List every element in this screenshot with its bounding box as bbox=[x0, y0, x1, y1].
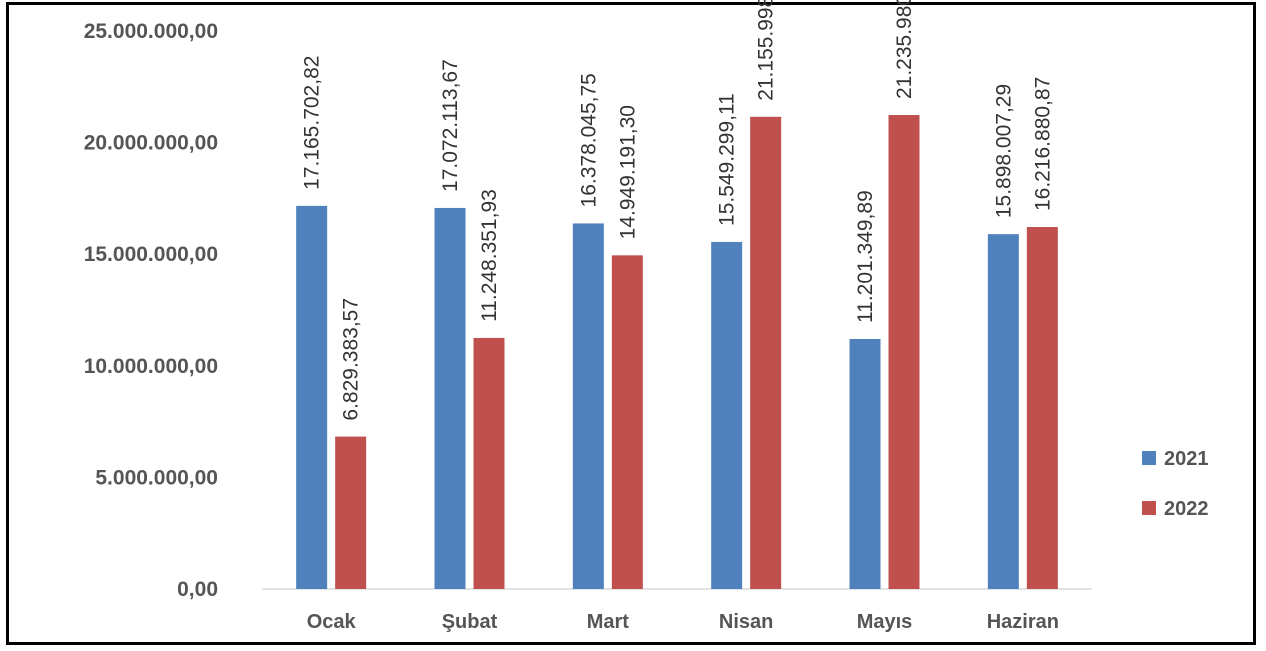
bar-2022-Haziran bbox=[1026, 227, 1058, 589]
legend[interactable]: 2021 2022 bbox=[1142, 448, 1209, 520]
bar-2022-Mayıs bbox=[888, 115, 920, 589]
legend-swatch bbox=[1142, 501, 1156, 515]
legend-swatch bbox=[1142, 451, 1156, 465]
x-tick-label: Nisan bbox=[719, 611, 773, 633]
y-axis: 0,00 5.000.000,00 10.000.000,00 15.000.000,… bbox=[84, 20, 218, 601]
data-label: 16.378.045,75 bbox=[577, 73, 600, 207]
data-label: 6.829.383,57 bbox=[340, 298, 363, 421]
bar-2021-Haziran bbox=[987, 234, 1019, 589]
data-label: 15.549.299,11 bbox=[716, 93, 739, 226]
y-tick-label: 20.000.000,00 bbox=[84, 132, 218, 155]
data-label: 16.216.880,87 bbox=[1031, 77, 1054, 211]
x-tick-label: Mart bbox=[587, 611, 630, 633]
bar-2021-Şubat bbox=[434, 207, 466, 589]
bars bbox=[296, 115, 1058, 590]
bar-2022-Ocak bbox=[335, 436, 367, 589]
data-label: 15.898.007,29 bbox=[992, 84, 1015, 218]
y-tick-label: 0,00 bbox=[177, 578, 218, 601]
x-tick-label: Ocak bbox=[307, 611, 357, 633]
bar-2021-Ocak bbox=[296, 205, 328, 589]
legend-label: 2022 bbox=[1164, 498, 1209, 520]
bar-2022-Nisan bbox=[750, 116, 782, 590]
y-tick-label: 5.000.000,00 bbox=[95, 466, 218, 489]
y-tick-label: 15.000.000,00 bbox=[84, 243, 218, 266]
bar-2022-Şubat bbox=[473, 337, 505, 589]
bar-2021-Mart bbox=[572, 223, 604, 589]
bar-2022-Mart bbox=[611, 255, 643, 589]
data-label: 17.165.702,82 bbox=[301, 56, 324, 190]
x-axis: Ocak Şubat Mart Nisan Mayıs Haziran bbox=[307, 611, 1059, 633]
y-tick-label: 10.000.000,00 bbox=[84, 355, 218, 378]
legend-label: 2021 bbox=[1164, 448, 1209, 470]
data-label: 21.235.980,77 bbox=[893, 0, 916, 99]
data-label: 14.949.191,30 bbox=[616, 105, 639, 239]
y-tick-label: 25.000.000,00 bbox=[84, 20, 218, 43]
data-label: 17.072.113,67 bbox=[439, 59, 462, 192]
x-tick-label: Haziran bbox=[987, 611, 1059, 633]
data-labels: 17.165.702,82 6.829.383,57 17.072.113,67 11… bbox=[301, 0, 1055, 421]
data-label: 11.201.349,89 bbox=[854, 190, 877, 323]
x-tick-label: Mayıs bbox=[857, 611, 913, 633]
bar-2021-Nisan bbox=[711, 241, 743, 589]
bar-2021-Mayıs bbox=[849, 338, 881, 589]
data-label: 21.155.998,72 bbox=[755, 0, 778, 101]
data-label: 11.248.351,93 bbox=[478, 189, 501, 322]
x-tick-label: Şubat bbox=[442, 611, 498, 633]
